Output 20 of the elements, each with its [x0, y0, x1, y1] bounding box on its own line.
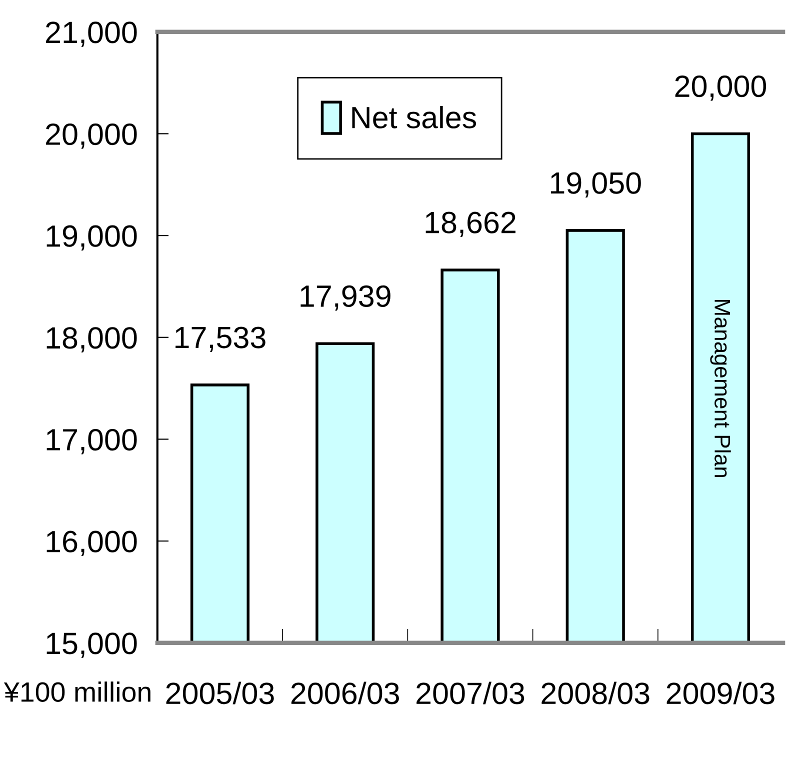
x-tick-label: 2009/03	[666, 682, 774, 704]
y-tick-label: 19,000	[46, 225, 137, 251]
text: 17,533	[176, 326, 266, 352]
annotation: Management Plan	[710, 300, 731, 478]
y-axis-title: ¥100 million	[4, 682, 150, 702]
legend-label: Net sales	[352, 106, 476, 128]
y-tick-label: 17,000	[46, 428, 137, 454]
x-tick-label: 2007/03	[416, 682, 524, 704]
x-tick-label: 2006/03	[291, 682, 399, 704]
text: 19,050	[550, 172, 641, 198]
y-tick-label: 18,000	[46, 327, 137, 352]
y-tick-label: 21,000	[46, 22, 137, 47]
text: 20,000	[675, 75, 766, 101]
text: 18,662	[426, 212, 516, 237]
text: 17,939	[300, 285, 390, 311]
y-tick-label: 20,000	[46, 123, 137, 149]
x-tick-label: 2005/03	[166, 682, 274, 704]
y-tick-label: 16,000	[46, 530, 137, 556]
x-tick-label: 2008/03	[542, 682, 650, 704]
y-tick-label: 15,000	[46, 632, 137, 658]
